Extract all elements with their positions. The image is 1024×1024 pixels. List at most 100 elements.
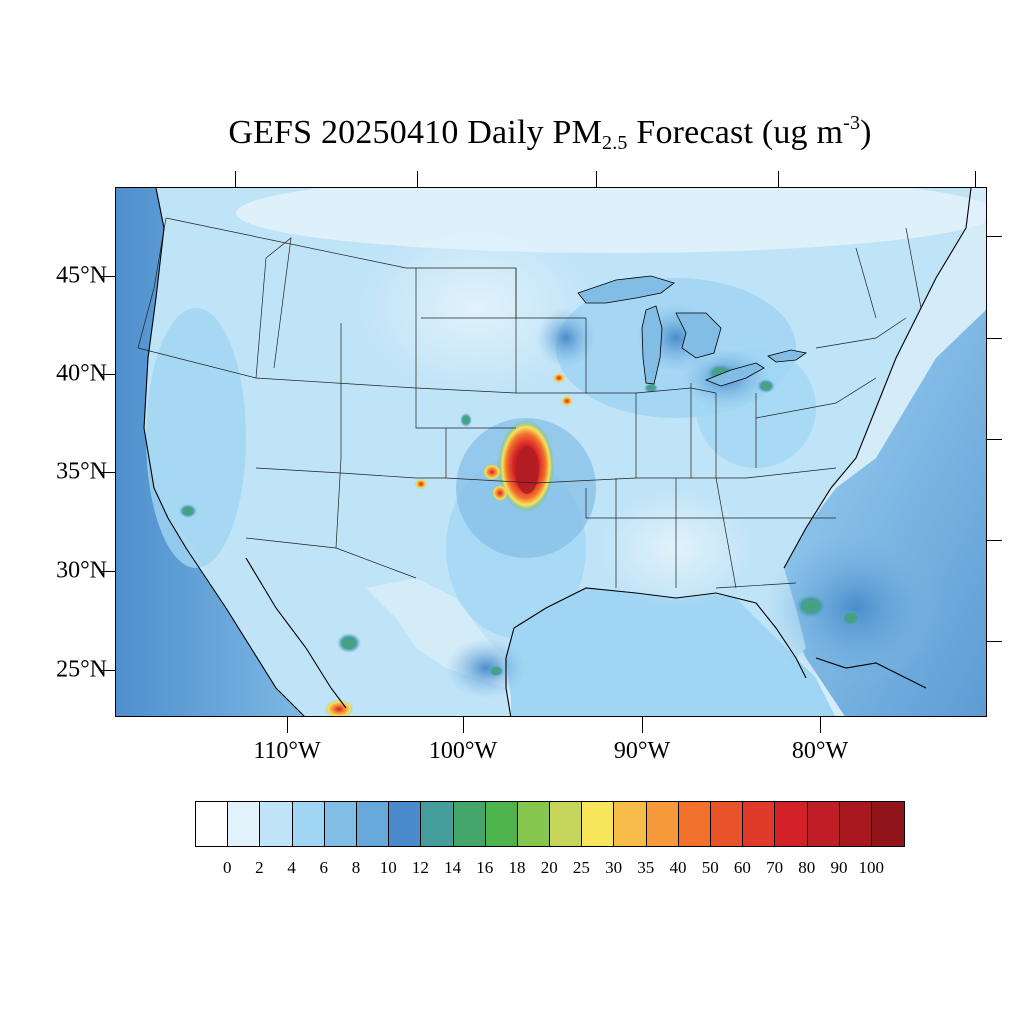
colorbar-level-label: 12 — [411, 858, 429, 877]
colorbar-swatch-6 — [389, 802, 422, 846]
colorbar-swatch-14 — [646, 802, 679, 846]
green-spot-baja — [337, 633, 361, 653]
hotspot-oklahoma — [492, 485, 508, 501]
tick-left-30 — [100, 571, 115, 572]
colorbar-level-label: 25 — [572, 858, 590, 877]
colorbar-level-label: 70 — [766, 858, 784, 877]
hotspot-iowa-2 — [561, 396, 573, 406]
tick-left-40 — [100, 374, 115, 375]
tick-top-5 — [975, 171, 976, 187]
tick-right-4 — [987, 540, 1002, 541]
gulf-of-mexico — [506, 588, 835, 716]
colorbar-swatch-11 — [550, 802, 583, 846]
colorbar-level-label: 10 — [379, 858, 397, 877]
tick-right-3 — [987, 439, 1002, 440]
colorbar-swatch-17 — [743, 802, 776, 846]
colorbar-swatch-16 — [711, 802, 744, 846]
green-spot-sandiego — [179, 504, 197, 518]
tick-right-2 — [987, 338, 1002, 339]
colorbar-swatch-3 — [292, 802, 325, 846]
green-spot-lakeerie — [757, 379, 775, 393]
colorbar-swatch-15 — [678, 802, 711, 846]
colorbar-level-label: 6 — [319, 858, 329, 877]
colorbar-level-label: 90 — [830, 858, 848, 877]
colorbar-level-label: 14 — [444, 858, 462, 877]
lake-ontario — [767, 349, 807, 363]
colorbar-level-label: 0 — [222, 858, 232, 877]
blue-patch-atlantic — [766, 528, 946, 688]
lon-label-110w: 110°W — [253, 738, 321, 764]
colorbar-level-label: 100 — [858, 858, 884, 877]
green-spot-chicago — [644, 383, 658, 393]
lake-superior — [577, 275, 675, 304]
colorbar-swatch-9 — [485, 802, 518, 846]
green-spot-atlantic-2 — [841, 610, 861, 626]
pacific-ocean — [116, 188, 304, 716]
tick-right-5 — [987, 641, 1002, 642]
colorbar-level-label: 8 — [351, 858, 361, 877]
colorbar-swatch-13 — [614, 802, 647, 846]
mexico-region — [196, 548, 511, 716]
lat-label-25n: 25°N — [56, 656, 107, 683]
colorbar-level-label: 2 — [255, 858, 264, 877]
tick-bottom-90 — [642, 717, 643, 733]
coastlines — [143, 188, 972, 716]
lake-michigan — [641, 305, 663, 385]
lat-label-40n: 40°N — [56, 360, 107, 387]
colorbar-level-label: 20 — [540, 858, 558, 877]
colorbar-level-label: 16 — [476, 858, 494, 877]
lon-label-90w: 90°W — [613, 738, 671, 764]
lon-label-100w: 100°W — [428, 738, 498, 764]
lake-erie — [704, 362, 765, 387]
pm25-map[interactable] — [115, 187, 987, 717]
tick-right-1 — [987, 236, 1002, 237]
colorbar-swatch-7 — [421, 802, 454, 846]
colorbar-swatch-12 — [582, 802, 615, 846]
lat-label-45n: 45°N — [56, 262, 107, 289]
tick-bottom-100 — [463, 717, 464, 733]
hotspot-iowa-1 — [553, 373, 565, 383]
lat-label-30n: 30°N — [56, 557, 107, 584]
blue-patch-tx-mex — [446, 638, 526, 698]
mid-zone-california — [146, 308, 246, 568]
hotspot-kansas-west — [483, 464, 501, 480]
colorbar-swatch-0 — [196, 802, 229, 846]
colorbar-level-label: 18 — [508, 858, 526, 877]
chart-title: GEFS 20250410 Daily PM2.5 Forecast (ug m… — [228, 112, 872, 154]
colorbar-level-label: 50 — [701, 858, 719, 877]
green-spot-atlantic — [795, 594, 827, 618]
colorbar-swatch-19 — [807, 802, 840, 846]
colorbar-swatch-10 — [517, 802, 551, 846]
green-spot-gulf — [488, 665, 504, 677]
blue-patch-wisconsin — [536, 308, 596, 368]
colorbar-swatch-4 — [324, 802, 357, 846]
lat-label-35n: 35°N — [56, 458, 107, 485]
colorbar-level-label: 30 — [605, 858, 623, 877]
hotspot-mexico-coast — [325, 700, 353, 716]
colorbar-level-label: 80 — [798, 858, 816, 877]
colorbar-level-label: 4 — [287, 858, 296, 877]
colorbar-swatch-20 — [839, 802, 872, 846]
tick-top-1 — [235, 171, 236, 187]
tick-top-2 — [417, 171, 418, 187]
tick-top-4 — [778, 171, 779, 187]
hotspot-texas-pan — [415, 479, 427, 489]
colorbar-swatch-2 — [260, 802, 293, 846]
colorbar-swatch-18 — [775, 802, 808, 846]
light-zone-canada — [236, 188, 986, 253]
hotspot-kansas-core — [515, 446, 539, 494]
lake-huron — [675, 312, 722, 359]
green-spot-nebraska — [460, 413, 472, 427]
state-boundaries — [137, 217, 922, 589]
tick-top-3 — [596, 171, 597, 187]
tick-bottom-80 — [820, 717, 821, 733]
colorbar-swatch-8 — [453, 802, 486, 846]
colorbar — [195, 801, 906, 847]
tick-left-45 — [100, 276, 115, 277]
colorbar-level-label: 40 — [669, 858, 687, 877]
tick-left-25 — [100, 670, 115, 671]
lon-label-80w: 80°W — [791, 738, 849, 764]
tick-left-35 — [100, 472, 115, 473]
colorbar-swatch-5 — [356, 802, 390, 846]
tick-bottom-110 — [287, 717, 288, 733]
